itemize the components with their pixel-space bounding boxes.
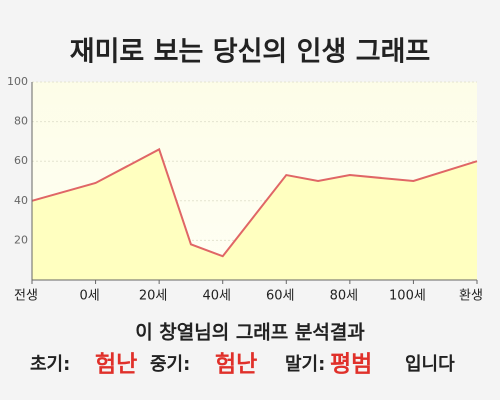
result-value: 험난 [95, 352, 137, 378]
x-tick-label: 0세 [79, 289, 99, 304]
area [32, 149, 477, 280]
y-tick-label: 80 [14, 115, 28, 128]
x-tick-label: 전생 [14, 289, 38, 304]
y-tick-label: 60 [14, 154, 28, 167]
x-tick-label: 20세 [139, 289, 168, 304]
result-value: 험난 [215, 352, 257, 378]
result-label: 중기: [150, 354, 190, 375]
y-tick-label: 100 [7, 75, 28, 88]
result-label: 말기: [285, 354, 325, 375]
line [31, 147, 478, 258]
summary-heading: 이 창열님의 그래프 분석결과 [135, 322, 365, 344]
y-tick-label: 40 [14, 194, 28, 207]
x-tick-label: 60세 [266, 289, 295, 304]
y-tick-label: 20 [14, 233, 28, 246]
result-label: 입니다 [405, 353, 455, 375]
x-tick-label: 100세 [389, 289, 426, 304]
result-value: 평범 [330, 352, 372, 378]
x-tick-label: 환생 [459, 289, 483, 304]
result-label: 초기: [30, 354, 70, 375]
x-tick-label: 80세 [330, 289, 359, 304]
chart-title: 재미로 보는 당신의 인생 그래프 [70, 37, 431, 68]
x-tick-label: 40세 [202, 289, 231, 304]
